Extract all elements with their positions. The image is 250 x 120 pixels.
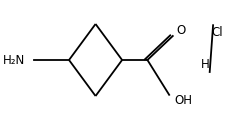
Text: H₂N: H₂N (3, 54, 26, 66)
Text: H: H (201, 58, 210, 71)
Text: O: O (176, 24, 186, 36)
Text: OH: OH (174, 94, 192, 107)
Text: Cl: Cl (212, 26, 223, 39)
